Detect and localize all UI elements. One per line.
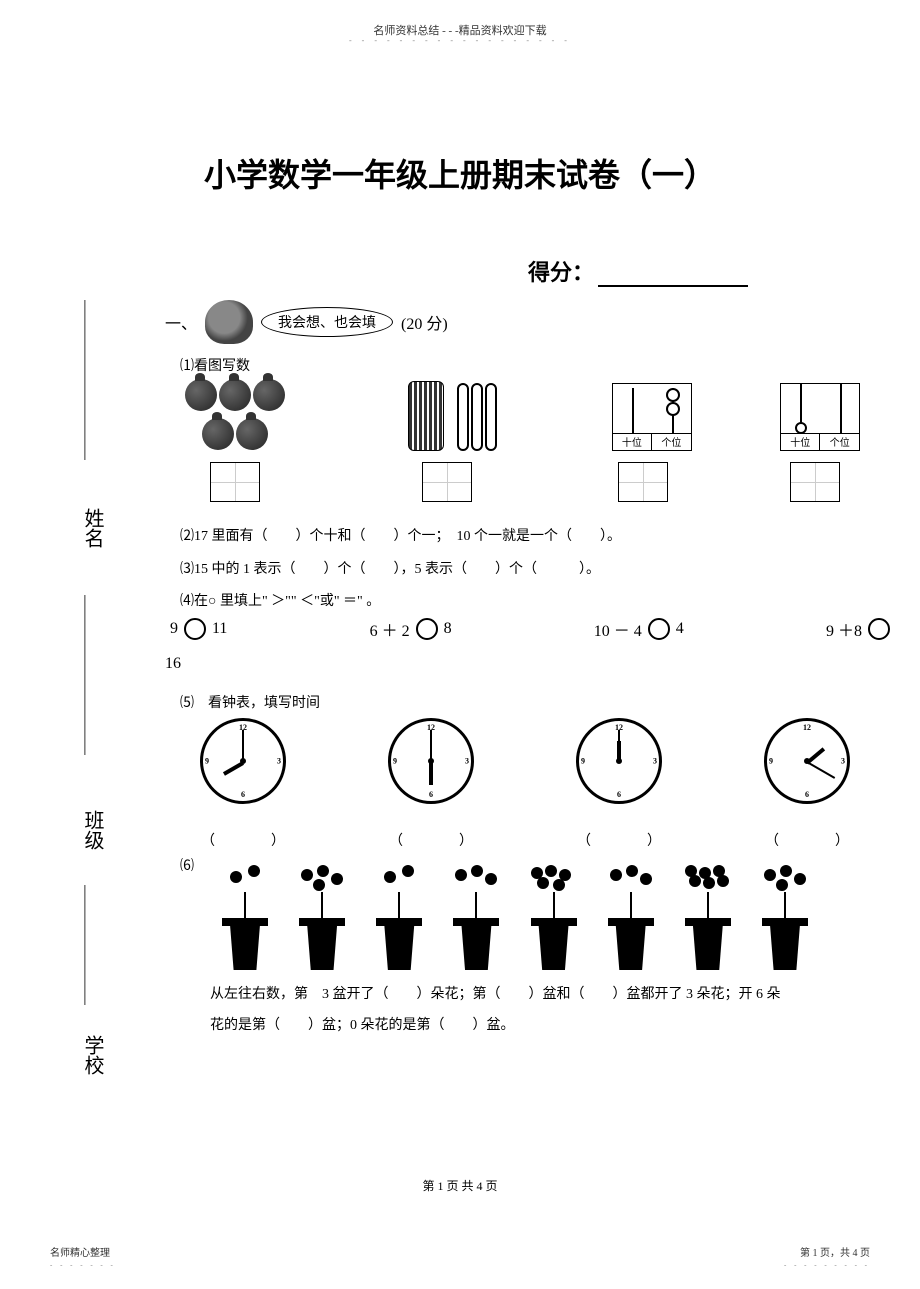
peaches-group [175,378,295,456]
pot [441,865,511,970]
answer-box[interactable] [422,462,472,502]
clock-3: 12 6 3 9 [576,718,662,804]
tens-label-2: 十位 [781,433,821,450]
question-1: ⑴看图写数 [180,355,850,379]
side-dashes-3: ＿＿＿＿＿＿ [80,885,104,1005]
ones-label-2: 个位 [820,433,859,450]
clock-blank[interactable]: （ ） [764,830,850,850]
pot [210,865,280,970]
score-blank[interactable] [598,285,748,287]
compare-c: 10 － 44 [594,617,684,641]
page-number: 第 1 页 共 4 页 [0,1177,920,1194]
q6-line1: 从左往右数，第 3 盆开了（ ）朵花；第（ ）盆和（ ）盆都开了 3 朵花；开 … [210,980,820,1011]
side-name-label: 姓名 [80,508,104,548]
compare-b: 6 ＋ 28 [370,617,452,641]
answer-box[interactable] [210,462,260,502]
tens-label: 十位 [613,433,653,450]
answer-box[interactable] [790,462,840,502]
question-2: ⑵17 里面有（ ）个十和（ ）个一； 10 个一就是一个（ ）。 [180,525,850,549]
score-label: 得分： [528,255,748,287]
footer-right: 第 1 页，共 4 页 [800,1244,870,1259]
q6-line2: 花的是第（ ）盆；0 朵花的是第（ ）盆。 [210,1011,820,1042]
question-6-text: 从左往右数，第 3 盆开了（ ）朵花；第（ ）盆和（ ）盆都开了 3 朵花；开 … [210,980,820,1042]
question-4: ⑷在○ 里填上" ＞"" ＜"或" ＝" 。 [180,590,850,614]
pot [673,865,743,970]
footer-dots-right: - - - - - - - - - [784,1261,870,1269]
clocks-row: 12 6 3 9 12 6 3 9 12 6 3 9 12 6 3 9 [200,718,850,804]
clock-1: 12 6 3 9 [200,718,286,804]
footer-dots-left: - - - - - - - [50,1261,116,1269]
section-1-points: (20 分) [401,310,448,334]
side-dashes-2: ＿＿＿＿＿＿＿＿ [80,595,104,755]
compare-circle[interactable] [416,618,438,640]
compare-a: 911 [170,618,227,640]
clock-2: 12 6 3 9 [388,718,474,804]
abacus-1: 十位个位 [612,383,692,456]
pot [596,865,666,970]
side-class-label: 班级 [80,810,104,850]
sticks-group [383,381,523,456]
cartoon-icon [205,300,253,344]
side-school-label: 学校 [80,1035,104,1075]
footer-left: 名师精心整理 [50,1244,110,1259]
clock-labels: （ ） （ ） （ ） （ ） [200,830,850,850]
compare-circle[interactable] [184,618,206,640]
speech-bubble: 我会想、也会填 [261,307,393,337]
answer-box[interactable] [618,462,668,502]
clock-blank[interactable]: （ ） [388,830,474,850]
question-5: ⑸ 看钟表，填写时间 [180,692,850,716]
page-title: 小学数学一年级上册期末试卷（一） [0,150,920,196]
answer-boxes-row [175,462,860,502]
question-3: ⑶15 中的 1 表示（ ）个（ ），5 表示（ ）个（ ）。 [180,558,850,582]
compare-d: 9 ＋8 [826,617,890,641]
clock-blank[interactable]: （ ） [576,830,662,850]
score-text: 得分： [528,260,594,285]
pot [750,865,820,970]
ones-label: 个位 [652,433,691,450]
header-dots: - - - - - - - - - - - - - - - - - - [0,36,920,45]
clock-blank[interactable]: （ ） [200,830,286,850]
pots-row [210,865,820,970]
pot [287,865,357,970]
pot [519,865,589,970]
picture-row: 十位个位 十位个位 [175,378,860,456]
compare-circle[interactable] [868,618,890,640]
clock-4: 12 6 3 9 [764,718,850,804]
compare-row: 911 6 ＋ 28 10 － 44 9 ＋8 [170,617,890,641]
section-1-prefix: 一、 [165,310,197,334]
abacus-2: 十位个位 [780,383,860,456]
side-dashes-1: ＿＿＿＿＿＿＿＿ [80,300,104,460]
compare-circle[interactable] [648,618,670,640]
pot [364,865,434,970]
sixteen-text: 16 [165,655,181,673]
section-1-header: 一、 我会想、也会填 (20 分) [165,300,448,344]
